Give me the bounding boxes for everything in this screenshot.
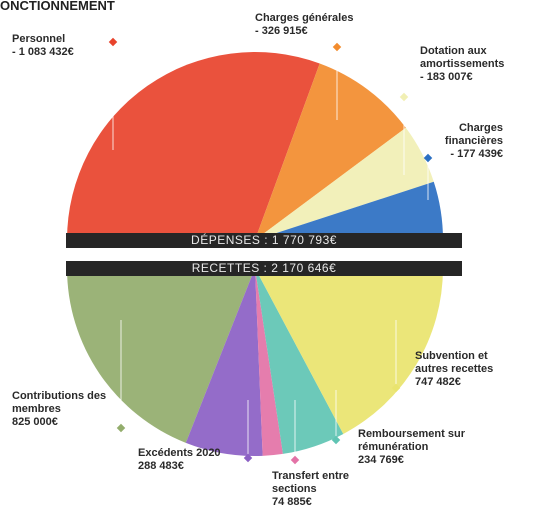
pie-slice bbox=[67, 51, 320, 241]
slice-label: Charges financières - 177 439€ bbox=[425, 122, 503, 161]
leader-marker bbox=[399, 92, 409, 102]
banner bbox=[66, 233, 462, 248]
value-label: 825 000€ bbox=[12, 416, 58, 428]
slice-label: Transfert entre sections 74 885€ bbox=[272, 470, 357, 509]
category-label: Transfert entre sections bbox=[272, 470, 350, 495]
value-label: 74 885€ bbox=[272, 496, 312, 508]
pie-slice bbox=[255, 127, 434, 240]
pie-slice bbox=[255, 181, 443, 240]
slice-label: Contributions des membres 825 000€ bbox=[12, 390, 107, 429]
pie-slice bbox=[255, 63, 406, 240]
pie-slice bbox=[67, 268, 255, 443]
value-label: 234 769€ bbox=[358, 454, 404, 466]
leader-marker bbox=[243, 453, 253, 463]
slice-label: Personnel - 1 083 432€ bbox=[12, 33, 112, 59]
leader-marker bbox=[116, 423, 126, 433]
pie-slice bbox=[255, 268, 443, 434]
value-label: 747 482€ bbox=[415, 376, 461, 388]
category-label: Dotation aux amortissements bbox=[420, 45, 505, 70]
banner-title: RECETTES : 2 170 646€ bbox=[192, 261, 337, 275]
value-label: - 1 083 432€ bbox=[12, 46, 74, 58]
slice-label: Charges générales - 326 915€ bbox=[255, 12, 385, 38]
value-label: 288 483€ bbox=[138, 460, 184, 472]
banner-title: DÉPENSES : 1 770 793€ bbox=[191, 232, 337, 247]
value-label: - 183 007€ bbox=[420, 71, 473, 83]
value-label: - 177 439€ bbox=[450, 148, 503, 160]
category-label: Personnel bbox=[12, 33, 66, 45]
pie-slice bbox=[185, 268, 263, 456]
category-label: Subvention et autres recettes bbox=[415, 350, 494, 375]
leader-marker bbox=[391, 383, 401, 393]
slice-label: Dotation aux amortissements - 183 007€ bbox=[420, 45, 532, 84]
slice-label: Remboursement sur rémunération 234 769€ bbox=[358, 428, 473, 467]
category-label: Remboursement sur rémunération bbox=[358, 428, 465, 453]
category-label: Excédents 2020 bbox=[138, 447, 221, 459]
leader-marker bbox=[423, 153, 433, 163]
category-label: Charges générales bbox=[255, 12, 354, 24]
slice-label: Subvention et autres recettes 747 482€ bbox=[415, 350, 520, 389]
leader-marker bbox=[290, 455, 300, 465]
value-label: - 326 915€ bbox=[255, 25, 308, 37]
category-label: Contributions des membres bbox=[12, 390, 107, 415]
category-label: Charges financières bbox=[444, 122, 503, 147]
slice-label: Excédents 2020 288 483€ bbox=[138, 447, 248, 473]
leader-marker bbox=[108, 37, 118, 47]
pie-slice bbox=[255, 268, 344, 454]
leader-marker bbox=[331, 435, 341, 445]
banner bbox=[66, 261, 462, 276]
leader-marker bbox=[332, 42, 342, 52]
pie-slice bbox=[255, 268, 283, 456]
page-title: ONCTIONNEMENT bbox=[0, 0, 115, 13]
